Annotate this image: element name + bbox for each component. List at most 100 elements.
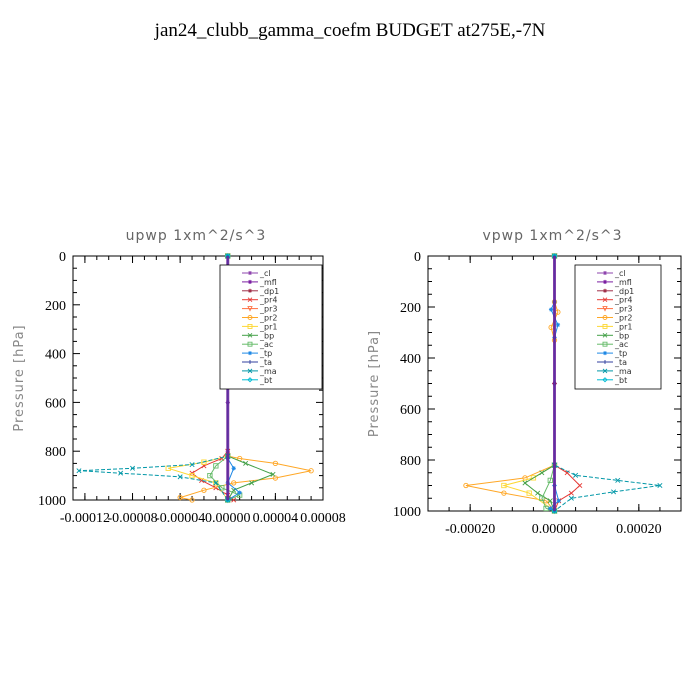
data-point-bp: [243, 460, 249, 466]
y-axis-label: Pressure [hPa]: [367, 330, 382, 437]
data-point-pr4: [577, 482, 583, 489]
legend-marker: [247, 315, 253, 320]
data-point-pr2: [555, 309, 561, 315]
legend-marker: [248, 351, 252, 356]
y-tick-label: 400: [45, 348, 66, 363]
panel-title: upwp 1xm^2/s^3: [126, 228, 267, 244]
page-title: jan24_clubb_gamma_coefm BUDGET at275E,-7…: [154, 20, 546, 41]
data-point-pr2: [177, 494, 183, 501]
y-tick-label: 1000: [393, 505, 421, 520]
legend-label: _bt: [259, 376, 272, 385]
data-point-ma: [657, 482, 663, 489]
data-point-pr2: [543, 498, 549, 504]
legend-marker: [602, 368, 608, 374]
legend-label: _ac: [259, 340, 273, 349]
legend-marker: [247, 306, 253, 312]
data-point-pr2: [522, 475, 528, 481]
legend-marker: [602, 323, 608, 329]
legend-label: _mfl: [259, 278, 277, 287]
x-tick-label: -0.00008: [107, 511, 157, 526]
legend-marker: [602, 297, 608, 303]
plot-panel-2: vpwp 1xm^2/s^3 Pressure [hPa] 0 200 400 600 80…: [367, 228, 682, 537]
y-tick-label: 1000: [38, 494, 66, 509]
series-line-bp: [524, 256, 555, 512]
data-point-pr1: [530, 475, 537, 481]
y-tick-label: 600: [400, 403, 421, 418]
legend-marker: [247, 297, 253, 303]
y-tick-label: 800: [400, 454, 421, 469]
data-point-bp: [535, 490, 541, 496]
y-tick-label: 0: [59, 250, 66, 265]
data-point-ac: [225, 253, 231, 259]
legend-label: _pr1: [259, 322, 277, 331]
legend-box: [219, 264, 323, 390]
legend-marker: [247, 323, 253, 329]
data-point-ac: [213, 463, 219, 469]
legend-label: _pr2: [614, 314, 632, 323]
x-tick-label: 0.00020: [616, 522, 662, 537]
data-point-pr2: [272, 460, 279, 467]
series-line-ma: [78, 256, 229, 501]
y-axis-label: Pressure [hPa]: [12, 324, 27, 431]
data-point-ma: [568, 495, 574, 501]
legend-label: _ma: [614, 367, 632, 376]
y-tick-label: 800: [45, 445, 66, 460]
y-tick-label: 600: [45, 396, 66, 411]
legend-marker: [603, 279, 607, 284]
data-point-tp: [231, 466, 236, 471]
data-point-ma: [573, 472, 579, 478]
legend-marker: [247, 332, 253, 338]
x-tick-label: -0.00004: [155, 511, 205, 526]
legend-label: _ta: [259, 358, 272, 367]
data-point-pr2: [231, 480, 237, 486]
legend-label: _tp: [259, 349, 272, 358]
data-point-pr2: [308, 468, 314, 474]
data-point-bp: [547, 498, 553, 504]
data-point-ac: [207, 472, 213, 479]
legend-marker: [603, 271, 607, 275]
legend-label: _pr2: [259, 314, 277, 323]
x-tick-label: -0.00020: [445, 522, 495, 537]
legend-marker: [602, 332, 608, 338]
legend-box: [574, 264, 662, 390]
legend-label: _ta: [614, 358, 627, 367]
legend-label: _pr3: [614, 305, 632, 314]
data-point-bp: [270, 471, 276, 477]
legend-label: _cl: [614, 269, 626, 278]
data-point-ma: [118, 470, 124, 476]
y-tick-label: 0: [414, 250, 421, 265]
legend-marker: [248, 279, 252, 284]
legend-marker: [602, 341, 608, 347]
data-point-bp: [249, 480, 255, 486]
legend-label: _ma: [259, 367, 277, 376]
data-point-pr2: [201, 487, 207, 493]
x-tick-label: 0.00004: [253, 511, 299, 526]
legend-marker: [602, 377, 608, 383]
legend-label: _dp1: [259, 287, 279, 296]
plot-panel-1: upwp 1xm^2/s^3 Pressure [hPa] 0 200 400 600 80…: [12, 228, 346, 526]
legend-label: _mfl: [614, 278, 632, 287]
data-point-tp: [556, 498, 561, 503]
legend-marker: [603, 288, 607, 293]
data-point-bp: [522, 480, 528, 486]
data-point-ac: [543, 505, 549, 512]
x-tick-label: 0.00008: [300, 511, 346, 526]
data-point-pr2: [189, 497, 195, 503]
data-point-bp: [539, 470, 545, 476]
legend-label: _pr4: [614, 296, 632, 305]
data-point-ma: [177, 474, 183, 480]
legend-label: _pr1: [614, 322, 632, 331]
data-point-ma: [76, 468, 82, 474]
legend-label: _pr3: [259, 305, 277, 314]
data-point-ma: [130, 465, 136, 471]
legend-label: _bt: [614, 376, 627, 385]
legend-label: _bp: [614, 331, 629, 340]
series-line-pr1: [502, 256, 555, 512]
data-point-pr1: [201, 459, 207, 465]
legend-marker: [602, 315, 608, 320]
legend-marker: [248, 271, 252, 275]
legend-label: _bp: [259, 331, 274, 340]
legend-label: _cl: [259, 269, 271, 278]
data-point-pr2: [272, 475, 279, 481]
